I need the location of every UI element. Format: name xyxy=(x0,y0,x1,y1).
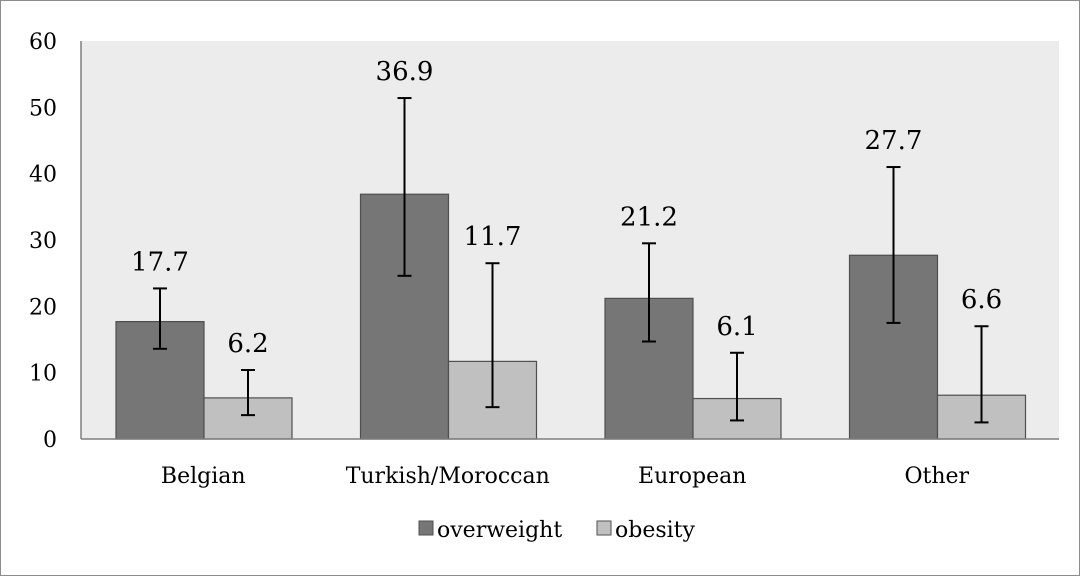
y-tick-label: 20 xyxy=(29,295,57,320)
data-label-obesity-2: 6.1 xyxy=(716,312,757,342)
x-tick-label: European xyxy=(638,464,746,489)
data-label-obesity-0: 6.2 xyxy=(227,329,268,359)
y-tick-label: 50 xyxy=(29,96,57,121)
y-tick-label: 60 xyxy=(29,30,57,55)
error-bars-layer xyxy=(153,97,989,424)
legend-item-overweight: overweight xyxy=(418,518,562,543)
data-labels: 17.7 6.2 36.9 11.7 21.2 6.1 27.7 6.6 xyxy=(131,57,1002,359)
y-tick-label: 40 xyxy=(29,163,57,188)
data-label-overweight-3: 27.7 xyxy=(865,126,923,156)
error-bar-overweight-2 xyxy=(642,242,656,343)
error-bar-overweight-1 xyxy=(397,97,412,277)
x-axis-labels: Belgian Turkish/Moroccan European Other xyxy=(161,464,970,489)
x-tick-label: Turkish/Moroccan xyxy=(346,464,550,489)
data-label-overweight-2: 21.2 xyxy=(620,202,678,232)
legend-label-obesity: obesity xyxy=(615,518,696,543)
legend-item-obesity: obesity xyxy=(596,518,696,543)
y-tick-label: 10 xyxy=(29,362,57,387)
data-label-obesity-3: 6.6 xyxy=(961,285,1002,315)
legend-swatch-overweight xyxy=(418,520,434,536)
x-tick-label: Other xyxy=(904,464,969,489)
error-bar-obesity-3 xyxy=(974,325,989,424)
y-axis-ticks: 0 10 20 30 40 50 60 xyxy=(29,30,57,453)
error-bar-overweight-0 xyxy=(153,287,167,350)
legend-label-overweight: overweight xyxy=(437,518,562,543)
error-bar-obesity-0 xyxy=(241,369,255,417)
legend-swatch-obesity xyxy=(596,520,612,536)
error-bar-obesity-1 xyxy=(485,262,500,409)
legend: overweight obesity xyxy=(418,518,696,543)
error-bar-obesity-2 xyxy=(730,351,744,422)
y-tick-label: 30 xyxy=(29,229,57,254)
y-tick-label: 0 xyxy=(43,428,57,453)
x-tick-label: Belgian xyxy=(161,464,246,489)
data-label-overweight-0: 17.7 xyxy=(131,247,189,277)
data-label-obesity-1: 11.7 xyxy=(464,222,522,252)
data-label-overweight-1: 36.9 xyxy=(376,57,434,87)
error-bar-overweight-3 xyxy=(886,166,901,324)
